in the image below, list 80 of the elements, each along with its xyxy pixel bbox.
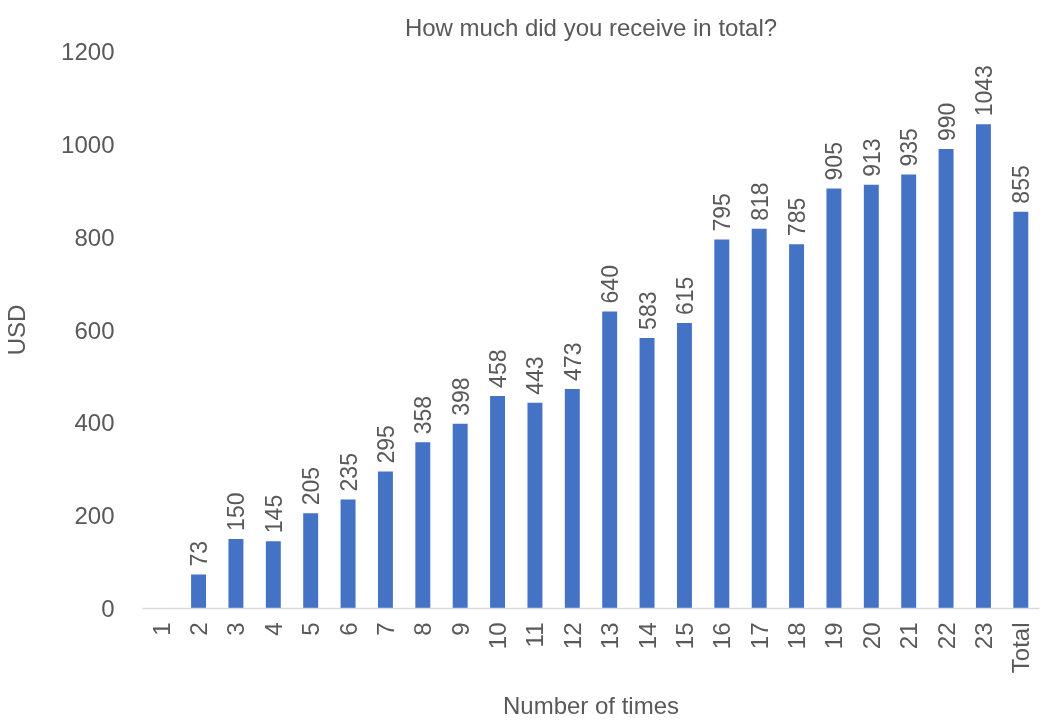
x-tick-label: 22 [932,622,960,650]
x-tick-label: 1 [147,622,175,636]
x-tick-label: 6 [334,622,362,636]
bar [714,239,730,609]
x-tick-label: 4 [259,622,287,636]
x-tick-label: 18 [783,622,811,650]
x-tick-label: 14 [633,622,661,650]
x-tick-label: Total [1007,622,1035,674]
bar [377,471,393,609]
x-tick-label: 17 [745,622,773,650]
x-tick-label: 19 [820,622,848,650]
x-tick-label: 16 [708,622,736,650]
y-tick-label: 1000 [61,130,115,158]
y-tick-label: 400 [74,409,115,437]
x-tick-label: 11 [521,622,549,648]
x-tick-label: 8 [409,622,437,636]
x-tick-label: 2 [185,622,213,636]
x-tick-label: 10 [484,622,512,650]
bar [191,574,207,609]
data-label: 990 [933,102,960,141]
bar [415,442,431,609]
x-axis-title: Number of times [502,692,680,720]
x-tick-label: 21 [895,622,923,650]
y-tick-label: 800 [74,223,115,251]
bar [265,541,281,609]
bar [452,423,468,609]
data-label: 913 [858,138,885,177]
data-label: 795 [709,193,736,232]
bar [602,311,618,609]
bar [938,148,954,609]
bar [303,513,319,609]
bar [676,323,692,609]
x-tick-label: 20 [857,622,885,650]
data-label: 150 [223,492,250,531]
bar [340,499,356,609]
y-tick-label: 1200 [61,38,115,65]
data-label: 785 [784,197,811,237]
data-label: 235 [335,453,362,492]
bar [490,395,506,609]
bar [901,174,917,609]
y-axis-title: USD [3,304,31,356]
bar [564,388,580,609]
data-label: 640 [597,265,624,304]
x-tick-label: 23 [969,622,997,650]
x-tick-label: 3 [222,622,250,636]
bar [789,244,805,609]
data-label: 358 [410,395,437,435]
data-label: 205 [298,466,325,506]
data-label: 615 [671,276,698,316]
x-tick-label: 5 [297,622,325,636]
data-label: 73 [186,541,213,567]
bar [863,184,879,609]
x-tick-label: 13 [596,622,624,650]
bar [639,337,655,609]
data-label: 1043 [970,65,997,117]
x-tick-label: 12 [558,622,586,650]
bar [228,538,244,609]
bar [1013,211,1029,609]
y-tick-label: 600 [74,316,115,344]
y-tick-label: 200 [74,502,115,530]
chart-title: How much did you receive in total? [404,13,778,41]
bar [975,124,991,609]
data-label: 473 [559,342,586,381]
y-tick-label: 0 [101,595,115,622]
x-tick-label: 9 [446,622,474,636]
x-tick-label: 15 [670,622,698,650]
data-label: 583 [634,291,661,330]
data-label: 818 [746,182,773,221]
data-label: 905 [821,142,848,181]
data-label: 145 [260,494,287,534]
data-label: 855 [1008,165,1035,204]
data-label: 458 [485,349,512,388]
bar [527,402,543,609]
data-label: 398 [447,377,474,416]
data-label: 443 [522,356,549,395]
data-label: 935 [896,128,923,167]
bar [751,228,767,609]
x-tick-label: 7 [371,622,399,636]
data-label: 295 [372,425,399,464]
bar [826,188,842,609]
